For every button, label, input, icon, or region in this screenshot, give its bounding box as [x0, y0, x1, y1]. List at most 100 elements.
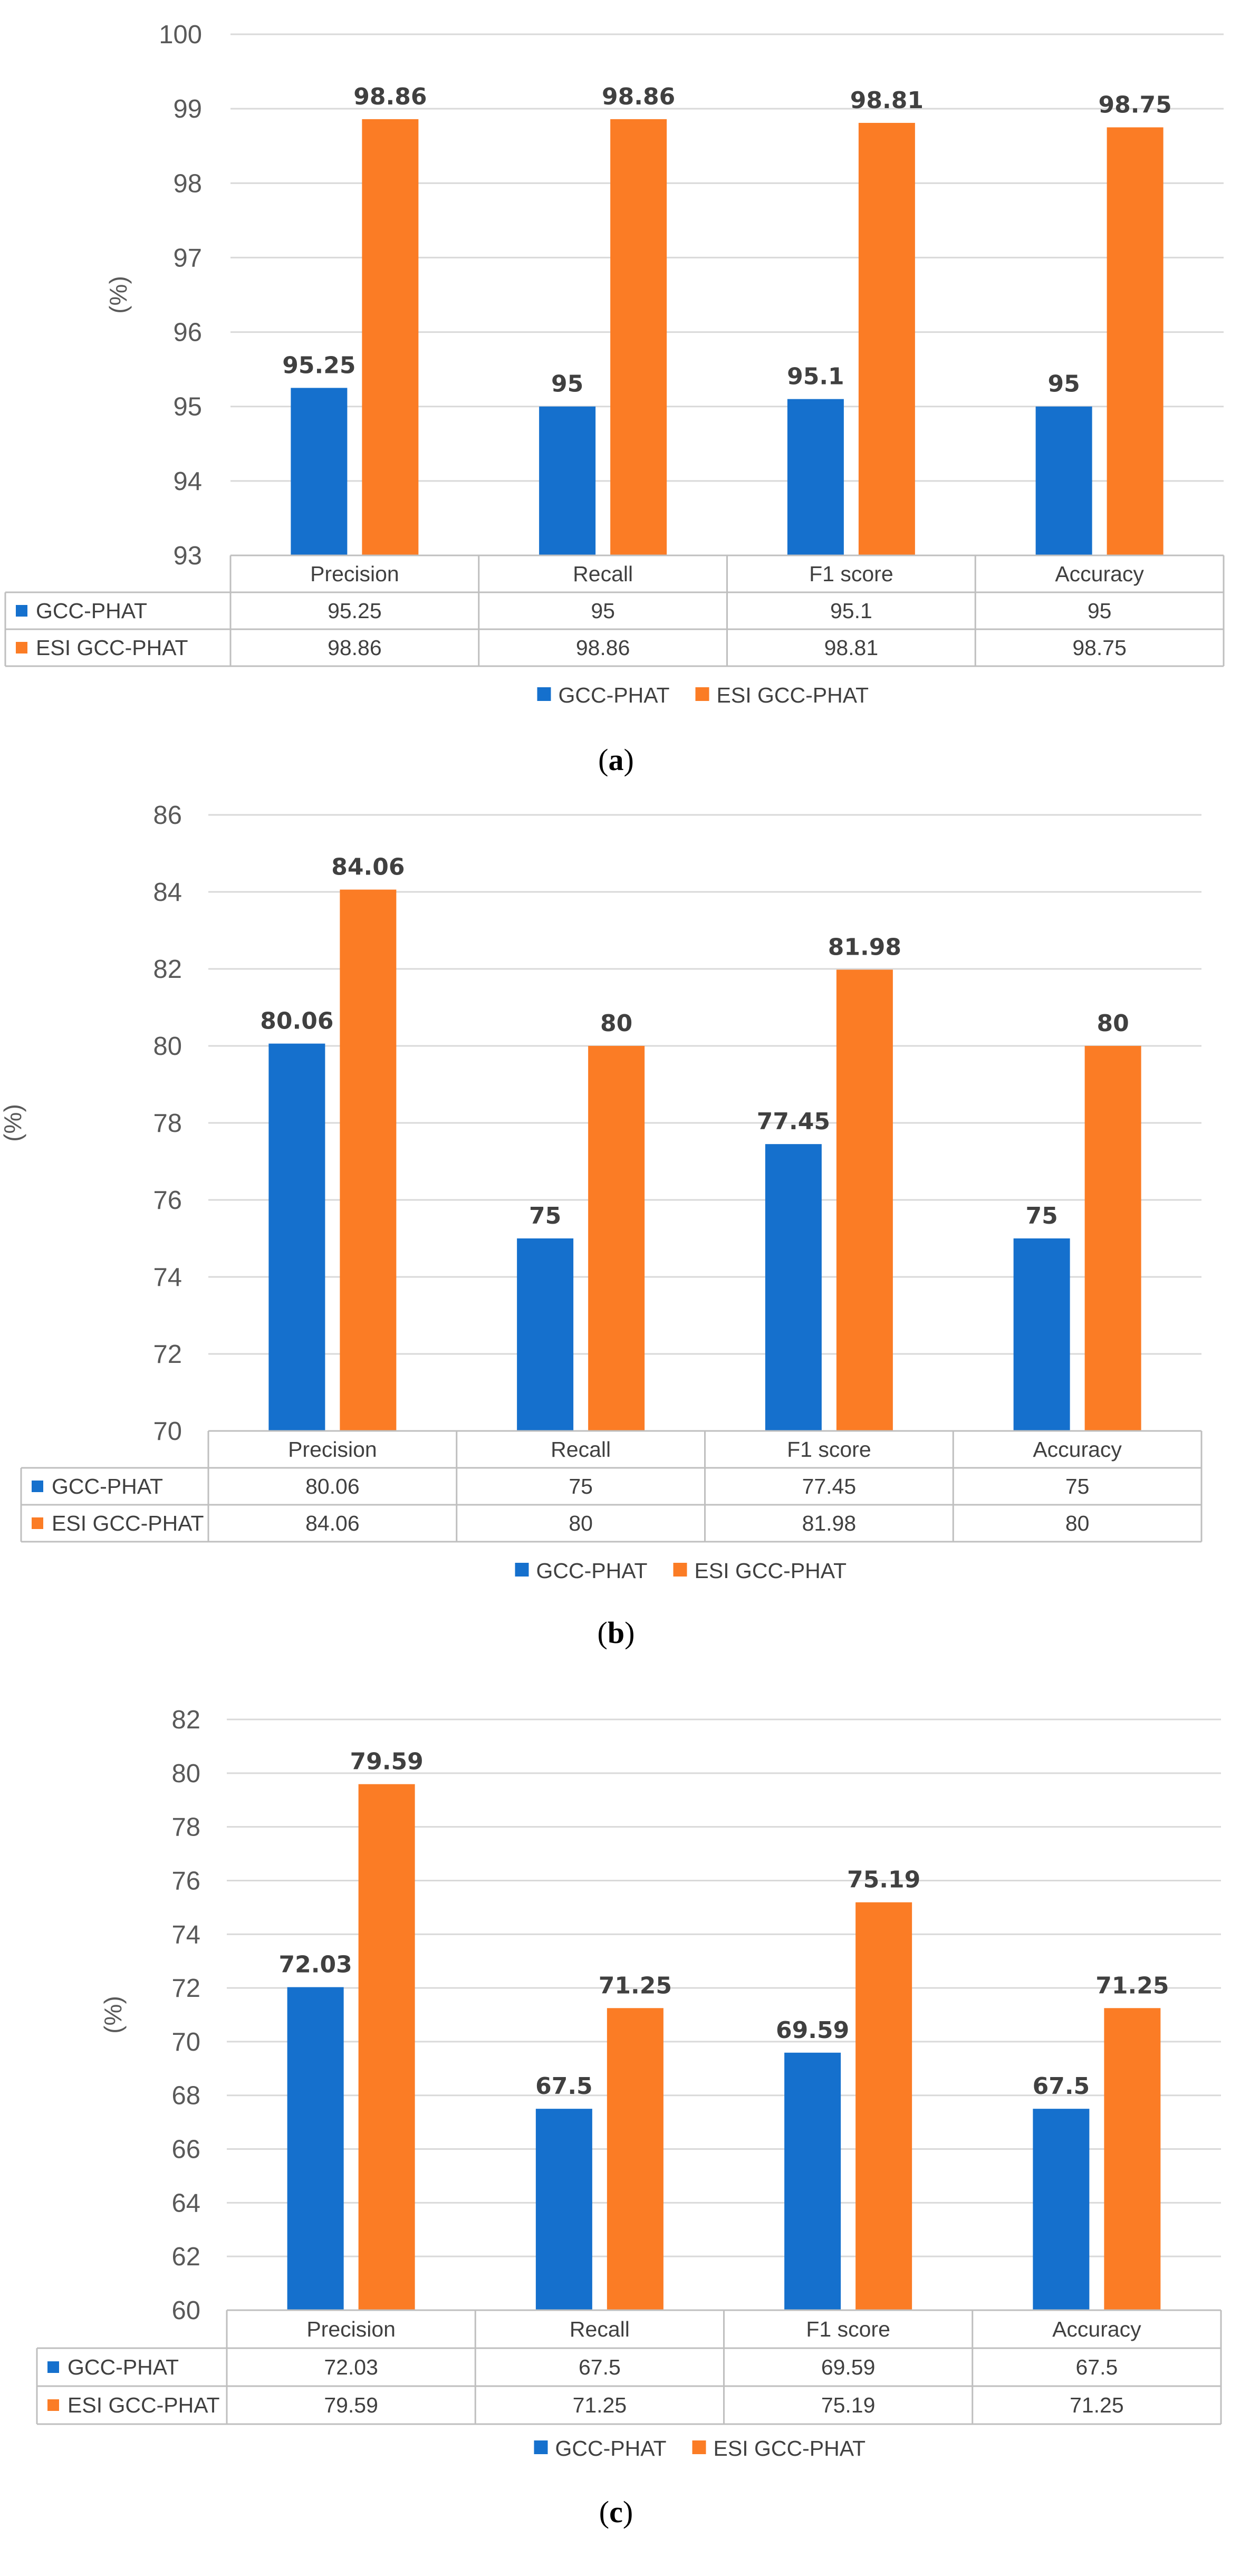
table-cell: 95.1	[830, 599, 872, 623]
chart-panel-a: 93 94 95 96 97 98 99 100 (%) 95.25 95 95.1 95 98.86 98…	[4, 21, 1225, 777]
data-label: 95.25	[282, 352, 355, 379]
y-tick-label: 96	[173, 319, 202, 347]
data-label: 71.25	[1095, 1972, 1169, 1999]
y-axis-label: (%)	[99, 1996, 127, 2034]
y-axis-label: (%)	[104, 276, 132, 314]
table-cell: 84.06	[305, 1511, 360, 1535]
table-series-name: GCC-PHAT	[36, 599, 147, 623]
bar-gcc-phat	[287, 1987, 344, 2310]
y-tick-label: 62	[171, 2243, 200, 2271]
table-cell: 75.19	[821, 2393, 876, 2417]
category-label: Precision	[288, 1437, 377, 1462]
legend-swatch-gcc-phat	[515, 1563, 529, 1577]
data-label: 77.45	[757, 1108, 830, 1135]
category-label: Recall	[573, 562, 633, 586]
category-label: Recall	[551, 1437, 611, 1462]
category-label: Accuracy	[1055, 562, 1144, 586]
table-series-name: ESI GCC-PHAT	[36, 636, 188, 660]
table-cell: 75	[569, 1474, 593, 1498]
panel-caption: (c)	[599, 2495, 633, 2529]
legend-label: GCC-PHAT	[555, 2436, 667, 2460]
y-tick-label: 70	[153, 1417, 182, 1446]
data-label: 79.59	[350, 1748, 424, 1775]
bar-esi-gcc-phat	[340, 889, 397, 1431]
table-cell: 77.45	[802, 1474, 857, 1498]
category-label: Accuracy	[1033, 1437, 1122, 1462]
bar-gcc-phat	[1013, 1238, 1070, 1431]
y-tick-label: 76	[153, 1186, 182, 1215]
table-cell: 95.25	[328, 599, 382, 623]
bar-gcc-phat	[539, 406, 596, 555]
y-tick-label: 74	[153, 1263, 182, 1292]
legend-label: GCC-PHAT	[559, 683, 670, 707]
data-label: 72.03	[279, 1952, 352, 1978]
legend-swatch-esi-gcc-phat	[692, 2440, 706, 2454]
data-label: 95	[551, 371, 583, 398]
table-legend-key	[32, 1517, 43, 1529]
bar-gcc-phat	[535, 2109, 592, 2310]
bar-esi-gcc-phat	[1104, 2008, 1161, 2310]
caption-open: (	[598, 1616, 608, 1650]
table-legend-key	[32, 1481, 43, 1492]
y-tick-label: 78	[153, 1109, 182, 1138]
bar-esi-gcc-phat	[1107, 127, 1164, 555]
y-tick-label: 82	[171, 1706, 200, 1734]
y-tick-label: 60	[171, 2296, 200, 2325]
caption-close: )	[623, 2495, 633, 2529]
bar-gcc-phat	[784, 2052, 841, 2310]
caption-open: (	[599, 2495, 609, 2529]
category-label: Accuracy	[1052, 2317, 1141, 2341]
y-tick-label: 64	[171, 2189, 200, 2217]
caption-letter: a	[609, 743, 624, 777]
legend-swatch-esi-gcc-phat	[673, 1563, 687, 1577]
caption-letter: c	[609, 2495, 623, 2529]
category-label: F1 score	[809, 562, 893, 586]
y-tick-label: 76	[171, 1867, 200, 1895]
bar-gcc-phat	[787, 399, 844, 555]
bar-gcc-phat	[517, 1238, 574, 1431]
table-cell: 67.5	[579, 2355, 621, 2379]
table-series-name: GCC-PHAT	[68, 2355, 179, 2379]
bar-esi-gcc-phat	[858, 122, 915, 555]
y-tick-label: 99	[173, 95, 202, 123]
data-label: 67.5	[535, 2073, 593, 2100]
table-cell: 79.59	[324, 2393, 378, 2417]
legend-label: ESI GCC-PHAT	[695, 1559, 847, 1583]
table-series-name: ESI GCC-PHAT	[52, 1511, 204, 1535]
data-label: 71.25	[599, 1972, 672, 1999]
panel-caption: (b)	[598, 1616, 635, 1650]
table-cell: 98.81	[824, 636, 879, 660]
y-tick-label: 80	[171, 1760, 200, 1788]
chart-panel-c: 60 62 64 66 68 70 72 74 76 78 80 82 (%) 72.03 67.5 69.5…	[36, 1706, 1222, 2529]
bar-esi-gcc-phat	[836, 969, 893, 1431]
data-label: 75	[529, 1203, 561, 1229]
bar-esi-gcc-phat	[855, 1902, 912, 2310]
table-cell: 75	[1065, 1474, 1090, 1498]
legend-label: ESI GCC-PHAT	[717, 683, 869, 707]
y-tick-label: 68	[171, 2082, 200, 2110]
table-legend-key	[47, 2399, 59, 2411]
table-cell: 98.75	[1072, 636, 1127, 660]
table-cell: 80	[1065, 1511, 1090, 1535]
table-cell: 98.86	[328, 636, 382, 660]
y-tick-label: 72	[153, 1340, 182, 1369]
data-label: 80	[1097, 1010, 1129, 1037]
table-cell: 67.5	[1075, 2355, 1118, 2379]
y-tick-label: 82	[153, 955, 182, 984]
table-cell: 80	[569, 1511, 593, 1535]
y-axis-label: (%)	[0, 1104, 26, 1142]
category-label: Recall	[570, 2317, 630, 2341]
y-tick-label: 80	[153, 1032, 182, 1061]
bar-gcc-phat	[765, 1144, 822, 1431]
category-label: Precision	[310, 562, 399, 586]
y-tick-label: 66	[171, 2136, 200, 2164]
data-label: 80	[600, 1010, 632, 1037]
y-tick-label: 94	[173, 467, 202, 496]
bar-esi-gcc-phat	[610, 119, 667, 556]
data-label: 81.98	[828, 934, 901, 960]
table-series-name: ESI GCC-PHAT	[68, 2393, 220, 2417]
legend-swatch-gcc-phat	[537, 687, 551, 701]
y-tick-label: 100	[159, 21, 202, 49]
data-label: 75	[1026, 1203, 1058, 1229]
